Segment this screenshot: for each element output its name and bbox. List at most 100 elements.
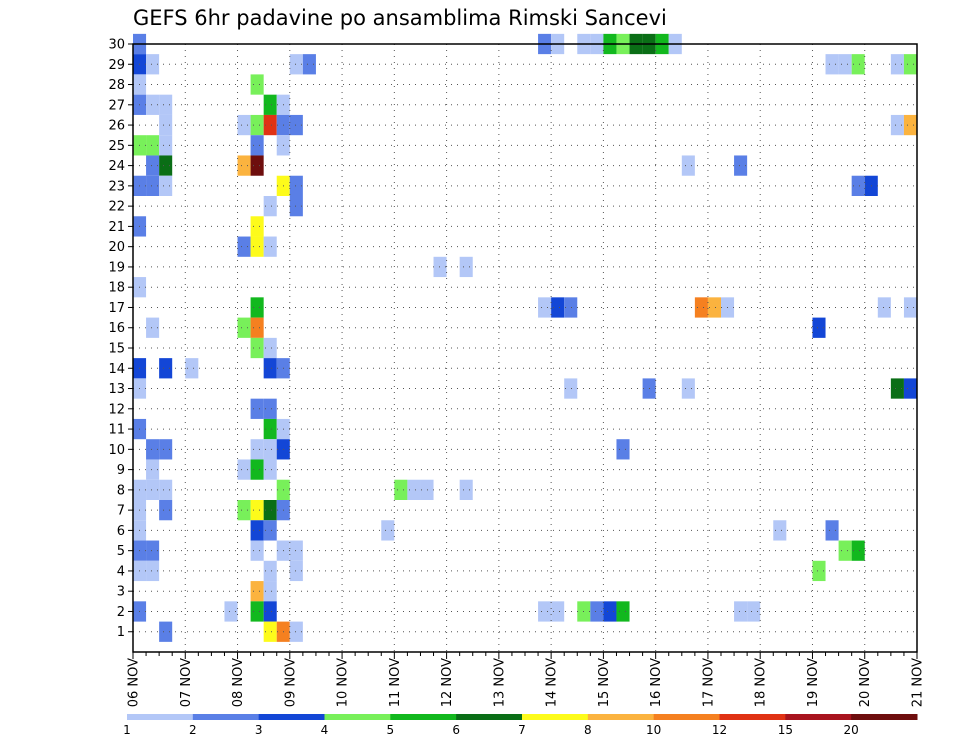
heatmap-cell	[747, 601, 761, 622]
y-tick-label: 11	[108, 423, 125, 438]
heatmap-cell	[159, 114, 173, 136]
heatmap-cell	[263, 94, 277, 115]
heatmap-cell	[237, 459, 251, 480]
heatmap-cell	[263, 398, 277, 419]
y-tick-label: 24	[108, 159, 125, 174]
x-tick-label: 07 NOV	[179, 658, 194, 707]
heatmap-cell	[564, 297, 578, 318]
heatmap-cell	[224, 601, 238, 622]
heatmap-cell	[263, 196, 277, 217]
heatmap-cell	[159, 621, 173, 642]
x-tick-label: 17 NOV	[701, 658, 716, 707]
heatmap-cell	[159, 175, 173, 196]
heatmap-cell	[159, 94, 173, 115]
colorbar-label: 8	[584, 723, 592, 737]
heatmap-cell	[263, 621, 277, 642]
y-tick-label: 3	[117, 585, 125, 600]
heatmap-cell	[146, 560, 160, 582]
heatmap-cell	[250, 74, 264, 95]
y-tick-label: 25	[108, 139, 125, 154]
heatmap-cell	[838, 54, 852, 75]
heatmap-cell	[590, 601, 604, 622]
heatmap-cell	[890, 54, 904, 75]
heatmap-cell	[159, 135, 173, 156]
y-tick-label: 15	[108, 342, 125, 357]
x-tick-label: 20 NOV	[858, 658, 873, 707]
heatmap-cell	[263, 560, 277, 582]
y-tick-label: 19	[108, 260, 125, 275]
y-tick-label: 13	[108, 382, 125, 397]
colorbar-swatch	[192, 714, 260, 720]
colorbar-label: 5	[387, 723, 395, 737]
x-tick-label: 21 NOV	[911, 658, 926, 707]
x-tick-label: 19 NOV	[806, 658, 821, 707]
heatmap-cell	[734, 155, 748, 176]
y-tick-label: 2	[117, 605, 125, 620]
heatmap-cell	[250, 459, 264, 480]
heatmap-cell	[734, 601, 748, 622]
y-tick-label: 17	[108, 301, 125, 316]
heatmap-cell	[185, 358, 199, 379]
x-tick-label: 06 NOV	[127, 658, 142, 707]
heatmap-cell	[289, 114, 303, 136]
heatmap-cell	[877, 297, 891, 318]
heatmap-cell	[250, 581, 264, 602]
y-tick-label: 23	[108, 179, 125, 194]
heatmap-cell	[250, 135, 264, 156]
heatmap-cell	[146, 155, 160, 176]
y-tick-label: 1	[117, 625, 125, 640]
x-axis: 06 NOV 07 NOV 08 NOV 09 NOV 10 NOV 11 NOV 12 N…	[127, 652, 926, 707]
heatmap-cell	[250, 236, 264, 257]
colorbar-swatch	[324, 714, 391, 720]
colorbar-label: 15	[778, 723, 793, 737]
heatmap-cell	[903, 54, 917, 75]
heatmap-cell	[159, 358, 173, 379]
heatmap-cell	[459, 479, 473, 500]
heatmap-cell	[250, 114, 264, 136]
heatmap-cell	[289, 621, 303, 642]
x-tick-label: 15 NOV	[597, 658, 612, 707]
heatmap-cell	[302, 54, 316, 75]
y-tick-label: 9	[117, 463, 125, 478]
heatmap-cell	[159, 500, 173, 521]
y-tick-label: 21	[108, 220, 125, 235]
heatmap-cell	[263, 500, 277, 521]
x-tick-label: 18 NOV	[754, 658, 769, 707]
cells-layer	[133, 33, 917, 642]
colorbar-label: 20	[844, 723, 859, 737]
heatmap-cell	[250, 540, 264, 561]
heatmap-cell	[159, 439, 173, 460]
heatmap-cell	[289, 560, 303, 582]
heatmap-cell	[851, 540, 865, 561]
y-tick-label: 18	[108, 281, 125, 296]
heatmap-cell	[263, 114, 277, 136]
y-tick-label: 14	[108, 362, 125, 377]
y-tick-label: 27	[108, 98, 125, 113]
heatmap-cell	[838, 540, 852, 561]
heatmap-cell	[616, 601, 630, 622]
heatmap-cell	[263, 418, 277, 440]
heatmap-cell	[237, 317, 251, 338]
colorbar-swatch	[785, 714, 852, 720]
heatmap-cell	[289, 175, 303, 196]
y-tick-label: 10	[108, 443, 125, 458]
heatmap-cell	[250, 398, 264, 419]
colorbar-label: 6	[452, 723, 460, 737]
heatmap-cell	[250, 337, 264, 359]
y-tick-label: 20	[108, 240, 125, 255]
x-tick-label: 08 NOV	[231, 658, 246, 707]
heatmap-cell	[851, 175, 865, 196]
x-tick-label: 14 NOV	[545, 658, 560, 707]
y-tick-label: 16	[108, 321, 125, 336]
colorbar-swatch	[258, 714, 325, 720]
colorbar-swatch	[456, 714, 523, 720]
y-tick-label: 28	[108, 78, 125, 93]
chart-title: GEFS 6hr padavine po ansamblima Rimski S…	[133, 6, 667, 30]
heatmap-cell	[263, 358, 277, 379]
y-tick-label: 30	[108, 38, 125, 53]
heatmap-cell	[812, 317, 826, 338]
heatmap-cell	[159, 479, 173, 500]
heatmap-cell	[289, 54, 303, 75]
heatmap-cell	[146, 479, 160, 500]
colorbar-swatch	[522, 714, 589, 720]
